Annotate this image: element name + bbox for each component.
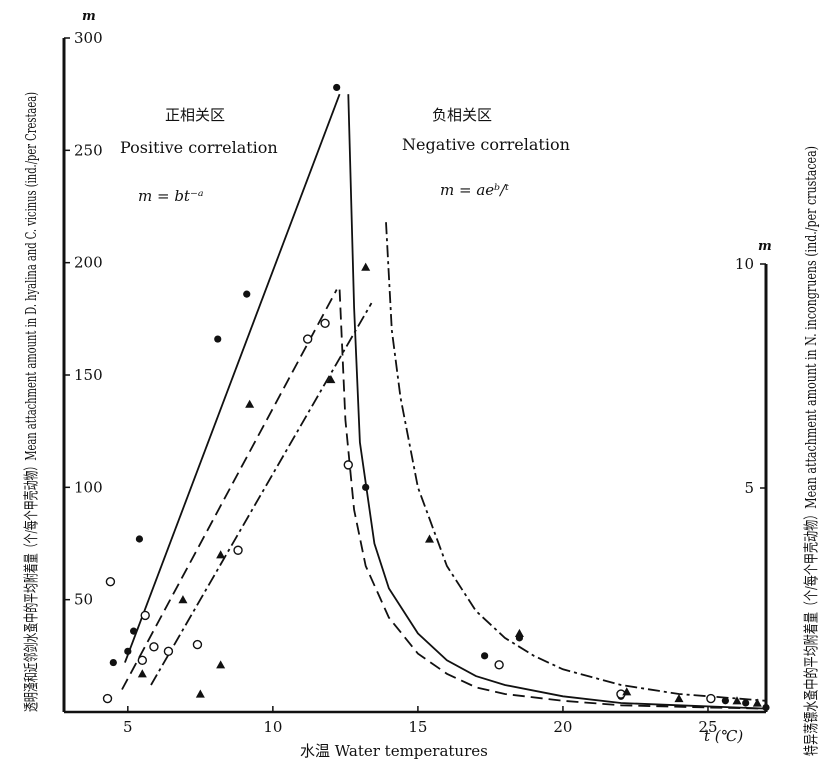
filled-circle-point: [130, 627, 138, 635]
left-y-tick-label: 100: [74, 478, 103, 496]
right-y-axis-symbol: m: [758, 239, 772, 254]
filled-triangle-point: [674, 694, 684, 703]
open-circle-point: [163, 646, 174, 657]
fitted-curves: [121, 93, 767, 710]
left-y-tick-label: 300: [74, 29, 103, 47]
open-circle-point: [140, 610, 150, 621]
filled-circle-point: [481, 652, 489, 660]
filled-triangle-point: [245, 399, 255, 408]
open-circle-point: [149, 642, 159, 652]
open-circle-point: [192, 639, 203, 650]
filled-circle-point: [762, 703, 770, 712]
filled-triangle-point: [622, 687, 632, 696]
filled-circle-point: [362, 483, 370, 491]
open-circle-point: [706, 693, 716, 704]
positive-region-title-en: Positive correlation: [120, 138, 278, 157]
x-tick-label: 10: [263, 718, 282, 736]
open-circle-point: [494, 660, 504, 670]
left-y-axis-symbol: m: [82, 9, 96, 24]
open-circle-point: [137, 655, 148, 666]
right-y-axis-ticks: 5 10: [735, 255, 766, 497]
left-y-tick-label: 150: [74, 366, 103, 384]
filled-triangle-point: [752, 698, 762, 707]
x-tick-label: 20: [553, 718, 572, 736]
filled-circle-point: [333, 83, 341, 92]
filled-triangle-point: [326, 374, 336, 384]
open-circle-point: [233, 545, 243, 555]
filled-circle-point: [124, 647, 132, 655]
positive-region-title-cn: 正相关区: [165, 106, 225, 124]
x-tick-label: 25: [698, 718, 717, 736]
filled-triangle-point: [732, 696, 742, 705]
x-axis-unit-label: t (℃): [704, 727, 743, 745]
right-y-axis-title: 特异荡镖水蚤中的平均附着量（个/每个甲壳动物）Mean attachment a…: [802, 146, 820, 756]
filled-triangle-point: [514, 628, 524, 637]
filled-triangle-point: [216, 550, 226, 559]
series-1-rising-curve: [124, 93, 341, 663]
filled-circle-point: [742, 699, 750, 707]
series-2-falling-curve: [338, 289, 767, 710]
open-circle-point: [320, 318, 330, 329]
negative-region-title-en: Negative correlation: [402, 135, 570, 154]
series-1-falling-curve: [347, 94, 767, 710]
open-circle-point: [343, 460, 353, 470]
filled-triangle-point: [178, 595, 188, 604]
filled-triangle-point: [216, 660, 226, 669]
right-y-tick-label: 5: [744, 479, 754, 497]
positive-region-formula: m = bt⁻ᵃ: [138, 187, 204, 205]
filled-circle-point: [721, 697, 729, 705]
series-2-rising-curve: [121, 289, 338, 690]
right-y-tick-label: 10: [735, 255, 754, 273]
filled-triangle-point: [195, 689, 205, 698]
left-y-tick-label: 200: [74, 254, 103, 272]
open-circle-point: [105, 576, 116, 587]
data-points: [102, 83, 770, 712]
filled-circle-point: [135, 535, 144, 543]
left-y-axis-ticks: 50 100 150 200 250 300: [64, 29, 103, 609]
left-y-axis-title: 透明溞和近邻剑水蚤中的平均附着量（个/每个甲壳动物）Mean attachmen…: [22, 92, 40, 712]
filled-triangle-point: [425, 534, 435, 543]
filled-circle-point: [109, 658, 117, 667]
left-y-tick-label: 250: [74, 141, 103, 159]
negative-region-title-cn: 负相关区: [432, 106, 492, 124]
x-axis-ticks: 5 10 15 20 25: [123, 706, 718, 736]
filled-circle-point: [214, 335, 222, 343]
filled-triangle-point: [137, 669, 147, 678]
negative-region-formula: m = aeᵇ/ᵗ: [440, 181, 509, 199]
x-tick-label: 5: [123, 718, 133, 736]
series-3-falling-curve: [385, 222, 767, 702]
open-circle-point: [302, 334, 313, 344]
filled-triangle-point: [361, 262, 371, 271]
x-tick-label: 15: [408, 718, 427, 736]
left-y-tick-label: 50: [74, 591, 93, 609]
series-3-rising-curve: [150, 302, 373, 686]
x-axis-title: 水温 Water temperatures: [300, 742, 488, 760]
filled-circle-point: [243, 290, 251, 298]
open-circle-point: [102, 693, 113, 704]
